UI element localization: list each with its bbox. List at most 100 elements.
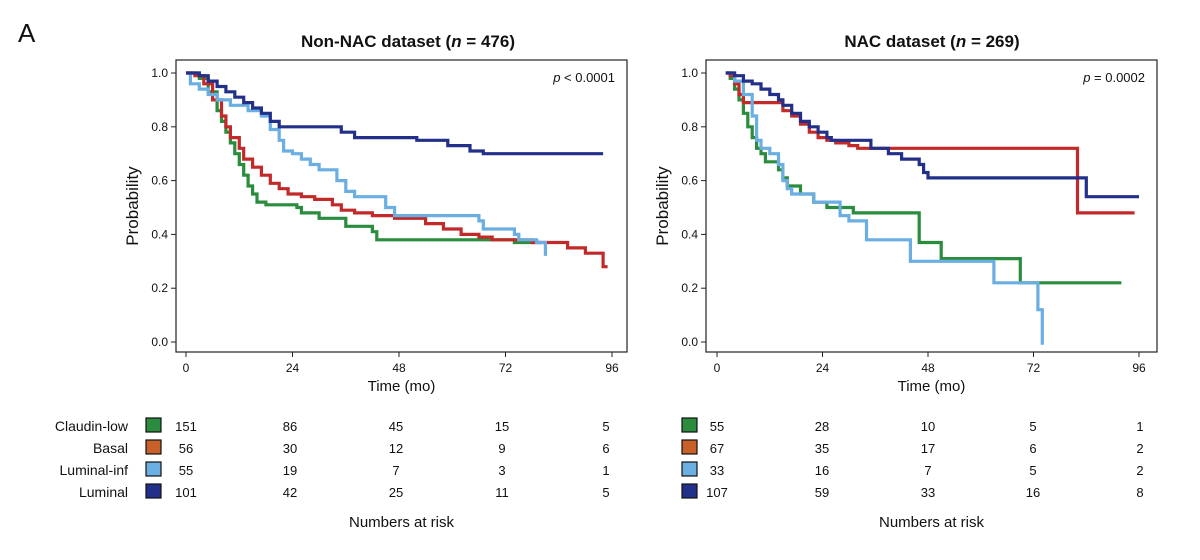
y-tick-label: 0.4 — [151, 227, 168, 241]
x-tick-label: 72 — [1027, 361, 1041, 375]
chart-title: NAC dataset (n = 269) — [844, 32, 1019, 51]
y-tick-label: 0.0 — [151, 335, 168, 349]
x-tick-label: 0 — [714, 361, 721, 375]
series-line-luminal — [725, 71, 1139, 199]
chart-title-n: n — [956, 32, 966, 51]
y-tick-label: 1.0 — [151, 66, 168, 80]
risk-count: 7 — [392, 463, 399, 478]
y-tick-label: 0.0 — [681, 335, 698, 349]
p-value-label: p < 0.0001 — [552, 70, 615, 85]
x-tick-label: 0 — [183, 361, 190, 375]
chart-title-suffix: = 476) — [462, 32, 515, 51]
x-tick-label: 96 — [1132, 361, 1146, 375]
legend-label-claudin-low: Claudin-low — [55, 418, 129, 434]
risk-count: 11 — [495, 485, 509, 500]
chart-title: Non-NAC dataset (n = 476) — [301, 32, 515, 51]
risk-count: 17 — [921, 441, 935, 456]
legend-label-basal: Basal — [93, 440, 128, 456]
x-tick-label: 24 — [816, 361, 830, 375]
y-axis-label: Probability — [653, 166, 672, 246]
risk-count: 59 — [815, 485, 829, 500]
y-tick-label: 0.6 — [151, 174, 168, 188]
panel-label: A — [18, 18, 36, 48]
y-tick-label: 0.4 — [681, 227, 698, 241]
risk-count: 33 — [921, 485, 935, 500]
x-tick-label: 96 — [605, 361, 619, 375]
x-tick-label: 72 — [499, 361, 513, 375]
legend-swatch-claudin-low — [681, 417, 698, 433]
risk-count: 56 — [179, 441, 193, 456]
risk-count: 30 — [283, 441, 297, 456]
p-value-p: p — [1082, 70, 1090, 85]
risk-count: 101 — [175, 485, 197, 500]
y-tick-label: 0.2 — [681, 281, 698, 295]
risk-table-title: Numbers at risk — [879, 514, 985, 531]
x-tick-label: 24 — [286, 361, 300, 375]
p-value-p: p — [552, 70, 560, 85]
risk-count: 2 — [1136, 441, 1143, 456]
legend-label-luminal-inf: Luminal-inf — [60, 462, 129, 478]
risk-count: 5 — [602, 485, 609, 500]
km-panel-nac: NAC dataset (n = 269) p = 0.0002 — [681, 32, 1158, 499]
y-tick-label: 0.8 — [151, 120, 168, 134]
series-line-luminal — [186, 71, 604, 156]
x-axis-label: Time (mo) — [898, 378, 966, 395]
risk-count: 5 — [602, 419, 609, 434]
series-line-basal — [186, 71, 608, 269]
legend-swatch-basal — [681, 439, 698, 455]
series-line-claudin-low — [186, 71, 541, 245]
x-axis-label: Time (mo) — [368, 378, 436, 395]
chart-title-prefix: NAC dataset ( — [844, 32, 956, 51]
legend-swatch-luminal-inf — [145, 461, 162, 477]
risk-count: 7 — [924, 463, 931, 478]
risk-count: 25 — [389, 485, 403, 500]
risk-count: 5 — [1029, 419, 1036, 434]
risk-table-title: Numbers at risk — [349, 514, 455, 531]
km-panel-non-nac: Non-NAC dataset (n = 476) p < 0.0001 — [145, 32, 628, 499]
plot-frame — [175, 59, 628, 353]
risk-count: 15 — [495, 419, 509, 434]
legend-swatch-claudin-low — [145, 417, 162, 433]
risk-count: 6 — [602, 441, 609, 456]
x-tick-label: 48 — [392, 361, 406, 375]
chart-title-suffix: = 269) — [966, 32, 1019, 51]
risk-count: 42 — [283, 485, 297, 500]
risk-count: 6 — [1029, 441, 1036, 456]
risk-count: 1 — [602, 463, 609, 478]
risk-count: 55 — [710, 419, 724, 434]
chart-title-n: n — [451, 32, 461, 51]
risk-count: 19 — [283, 463, 297, 478]
legend-swatch-luminal-inf — [681, 461, 698, 477]
risk-count: 86 — [283, 419, 297, 434]
legend-label-luminal: Luminal — [79, 484, 128, 500]
risk-count: 2 — [1136, 463, 1143, 478]
risk-count: 5 — [1029, 463, 1036, 478]
risk-count: 55 — [179, 463, 193, 478]
risk-count: 16 — [1026, 485, 1040, 500]
y-tick-label: 0.8 — [681, 120, 698, 134]
x-tick-label: 48 — [921, 361, 935, 375]
risk-count: 10 — [921, 419, 935, 434]
p-value-rest: < 0.0001 — [560, 70, 615, 85]
risk-count: 16 — [815, 463, 829, 478]
y-tick-label: 0.6 — [681, 174, 698, 188]
risk-count: 12 — [389, 441, 403, 456]
risk-count: 67 — [710, 441, 724, 456]
chart-title-prefix: Non-NAC dataset ( — [301, 32, 452, 51]
series-line-luminal-inf — [725, 71, 1044, 345]
series-line-basal — [725, 71, 1135, 215]
plot-frame — [705, 59, 1158, 353]
risk-count: 3 — [498, 463, 505, 478]
p-value-label: p = 0.0002 — [1082, 70, 1145, 85]
p-value-rest: = 0.0002 — [1090, 70, 1145, 85]
risk-count: 8 — [1136, 485, 1143, 500]
risk-count: 1 — [1136, 419, 1143, 434]
legend-swatch-basal — [145, 439, 162, 455]
y-tick-label: 0.2 — [151, 281, 168, 295]
risk-count: 33 — [710, 463, 724, 478]
risk-count: 151 — [175, 419, 197, 434]
series-line-luminal-inf — [186, 71, 547, 256]
risk-count: 107 — [706, 485, 728, 500]
